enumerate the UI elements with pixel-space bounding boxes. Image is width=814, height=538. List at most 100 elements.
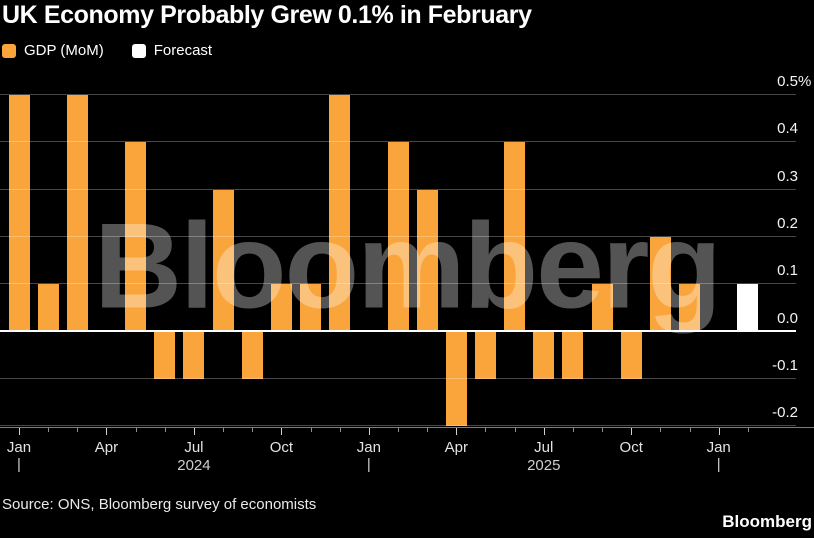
chart-title: UK Economy Probably Grew 0.1% in Februar… <box>2 1 532 29</box>
y-axis-tick-value: 0.2 <box>777 214 798 232</box>
chart-legend: GDP (MoM) Forecast <box>2 42 212 59</box>
x-tick <box>689 428 691 432</box>
y-axis-tick-value: -0.2 <box>772 404 798 422</box>
y-axis-label: 0.5% <box>777 73 812 91</box>
legend-gdp-swatch-icon <box>2 43 16 58</box>
gdp-bar-dec-2025 <box>679 284 701 332</box>
gdp-bar-oct-2025 <box>620 331 642 379</box>
gdp-bar-feb-2024 <box>37 284 59 332</box>
y-axis-tick-value: 0.0 <box>777 309 798 327</box>
y-axis-tick-value: 0.3 <box>777 167 798 185</box>
y-axis-tick-value: 0.1 <box>777 262 798 280</box>
y-axis-label: 0.0 <box>777 310 812 328</box>
gdp-bar-nov-2024 <box>300 284 322 332</box>
gdp-bar-aug-2025 <box>562 331 584 379</box>
x-tick <box>718 428 720 435</box>
x-tick <box>543 428 545 435</box>
gridline <box>0 94 796 95</box>
gridline <box>0 425 796 427</box>
gdp-bar-mar-2025 <box>416 189 438 332</box>
x-tick <box>631 428 633 435</box>
year-label: 2024 <box>177 457 211 474</box>
year-separator: | <box>17 456 21 473</box>
x-tick <box>368 428 370 435</box>
y-axis-label: 0.4 <box>777 120 812 138</box>
x-tick <box>456 428 458 435</box>
gdp-bar-feb-2025 <box>387 142 409 332</box>
gdp-bar-dec-2024 <box>329 95 351 332</box>
x-axis-label: Jan <box>356 439 381 456</box>
y-axis-label: -0.2 <box>772 404 812 422</box>
gridline <box>0 188 796 190</box>
gdp-bar-oct-2024 <box>270 284 292 332</box>
gdp-bar-aug-2024 <box>212 189 234 332</box>
x-tick <box>48 428 50 432</box>
gridline <box>0 141 796 143</box>
forecast-bar-feb-2026 <box>737 284 759 332</box>
x-tick <box>398 428 399 432</box>
x-tick <box>19 428 20 435</box>
x-tick <box>660 428 662 432</box>
gdp-bar-sep-2025 <box>591 284 613 332</box>
x-axis-label: Oct <box>619 439 643 456</box>
x-axis-label: Jul <box>184 439 204 456</box>
gridline <box>0 235 796 237</box>
year-separator: | <box>716 456 721 473</box>
legend-forecast-swatch-icon <box>131 43 146 58</box>
legend-gdp-label: GDP (MoM) <box>24 42 104 59</box>
x-tick <box>514 428 516 432</box>
bloomberg-watermark: Bloomberg <box>94 197 722 334</box>
gdp-bar-jun-2024 <box>154 331 176 379</box>
y-axis-tick-value: -0.1 <box>772 356 798 374</box>
y-axis-label: -0.1 <box>772 357 812 375</box>
zero-baseline <box>0 330 796 332</box>
x-tick <box>77 428 79 432</box>
gridline <box>0 377 796 379</box>
gdp-bar-may-2025 <box>474 331 496 379</box>
x-tick <box>485 428 487 432</box>
x-tick <box>281 428 283 435</box>
year-label: 2025 <box>527 457 561 474</box>
x-axis-label: Oct <box>269 439 294 456</box>
x-tick <box>747 428 749 432</box>
y-axis-tick-value: 0.4 <box>777 120 798 138</box>
source-note: Source: ONS, Bloomberg survey of economi… <box>2 496 317 513</box>
x-axis-label: Jan <box>6 439 32 456</box>
gdp-bar-sep-2024 <box>241 331 263 379</box>
year-separator: | <box>366 456 371 473</box>
gdp-bar-apr-2025 <box>445 331 467 427</box>
x-tick <box>252 428 254 432</box>
y-axis-unit: % <box>798 73 812 90</box>
gdp-bar-jun-2025 <box>504 142 526 332</box>
legend-item-gdp: GDP (MoM) <box>2 42 104 59</box>
x-axis-label: Apr <box>444 439 468 456</box>
x-axis-label: Apr <box>94 439 119 456</box>
x-tick <box>572 428 574 432</box>
bloomberg-logo: Bloomberg <box>722 512 812 531</box>
gdp-bar-mar-2024 <box>66 95 88 332</box>
gdp-bar-may-2024 <box>125 142 147 332</box>
y-axis-label: 0.3 <box>777 168 812 186</box>
x-tick <box>164 428 166 432</box>
x-tick <box>193 428 195 435</box>
gdp-bar-nov-2025 <box>649 236 671 332</box>
x-tick <box>427 428 429 432</box>
x-axis-line <box>0 427 814 428</box>
gdp-bar-jul-2024 <box>183 331 205 379</box>
x-tick <box>223 428 225 432</box>
gridline <box>0 283 796 285</box>
y-axis-tick-value: 0.5 <box>777 73 798 90</box>
legend-item-forecast: Forecast <box>131 42 213 59</box>
x-tick <box>106 428 108 435</box>
legend-forecast-label: Forecast <box>153 42 213 59</box>
x-tick <box>602 428 604 432</box>
x-axis-label: Jul <box>534 439 554 456</box>
gdp-bar-jul-2025 <box>533 331 555 379</box>
x-tick <box>135 428 137 432</box>
y-axis-label: 0.2 <box>777 215 812 233</box>
gdp-bar-jan-2024 <box>8 95 30 332</box>
x-tick <box>310 428 312 432</box>
x-tick <box>339 428 341 432</box>
